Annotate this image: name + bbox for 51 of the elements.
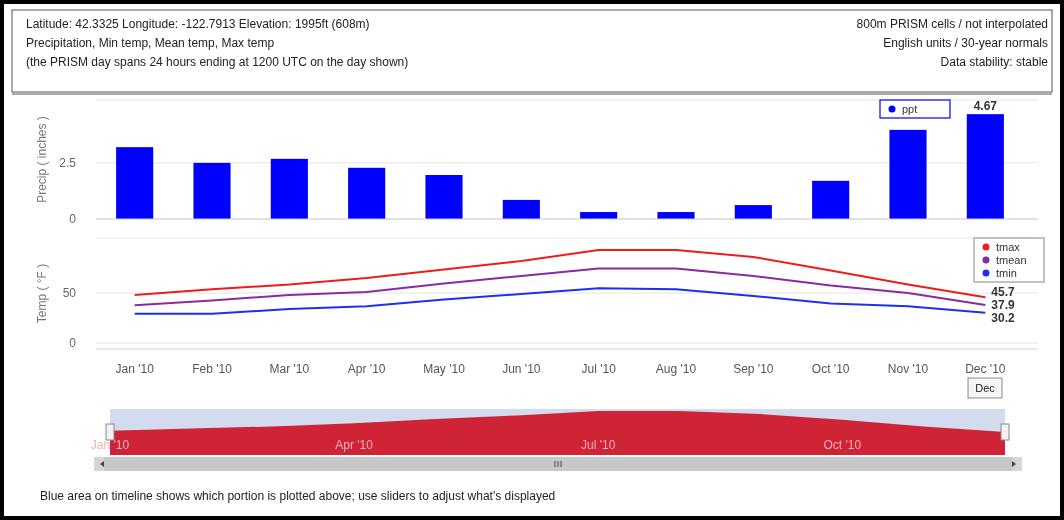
x-tick-label: Aug '10	[655, 362, 697, 376]
x-tick-label: Apr '10	[335, 438, 374, 452]
legend-label: tmin	[996, 267, 1017, 279]
bar	[812, 180, 850, 219]
x-tick-label: Dec '10	[965, 362, 1006, 376]
x-tick-label: Jun '10	[502, 362, 541, 376]
data-label: 30.2	[991, 310, 1016, 325]
legend-label: tmax	[996, 241, 1021, 253]
text: English units / 30-year normals	[883, 36, 1048, 50]
data-label: 45.7	[991, 285, 1016, 300]
x-tick-label: Apr '10	[347, 362, 386, 376]
data-label: 4.67	[973, 99, 998, 114]
x-tick-label: Oct '10	[811, 362, 850, 376]
bar	[270, 158, 308, 219]
y-axis-title: Temp ( °F )	[35, 263, 49, 324]
x-tick-label: Jul '10	[581, 362, 617, 376]
legend-label: ppt	[902, 103, 918, 115]
bar	[425, 174, 463, 219]
text: Data stability: stable	[940, 55, 1049, 69]
line-series	[133, 249, 987, 299]
data-label: 37.9	[991, 298, 1016, 313]
chart-subtitle: Precipitation, Min temp, Mean temp, Max temp	[26, 36, 275, 50]
bar	[502, 199, 540, 219]
bar	[116, 147, 154, 219]
x-tick-label: Jan '10	[115, 362, 155, 376]
text: (the PRISM day spans 24 hours ending at 1200 UTC on the day shown)	[26, 55, 409, 69]
x-tick-label: Nov '10	[887, 362, 929, 376]
y-tick-label: 0	[69, 336, 77, 350]
x-tick-label: Oct '10	[823, 438, 862, 452]
bar	[889, 129, 927, 219]
y-axis-title: Precip ( inches )	[35, 116, 49, 203]
x-tick-label: May '10	[423, 362, 466, 376]
line-series	[133, 267, 987, 307]
text: Dec	[975, 382, 996, 394]
text: Blue area on timeline shows which portion is plotted above; use sliders to adjust what's displayed	[40, 489, 556, 503]
bar	[734, 205, 772, 219]
y-tick-label: 0	[69, 212, 77, 226]
x-tick-label: Sep '10	[733, 362, 774, 376]
line-series	[133, 287, 987, 315]
bar	[966, 114, 1004, 219]
x-tick-label: Jul '10	[581, 438, 616, 452]
text: 800m PRISM cells / not interpolated	[856, 17, 1048, 31]
y-tick-label: 50	[62, 286, 77, 300]
bar	[348, 167, 386, 219]
x-tick-label: Mar '10	[269, 362, 310, 376]
chart-title: Latitude: 42.3325 Longitude: -122.7913 Elevation: 1995ft (608m)	[26, 17, 370, 31]
y-tick-label: 2.5	[59, 155, 77, 170]
x-tick-label: Feb '10	[192, 362, 233, 376]
legend-label: tmean	[996, 254, 1027, 266]
x-tick-label: Jan '10	[90, 438, 130, 452]
bar	[193, 162, 231, 219]
